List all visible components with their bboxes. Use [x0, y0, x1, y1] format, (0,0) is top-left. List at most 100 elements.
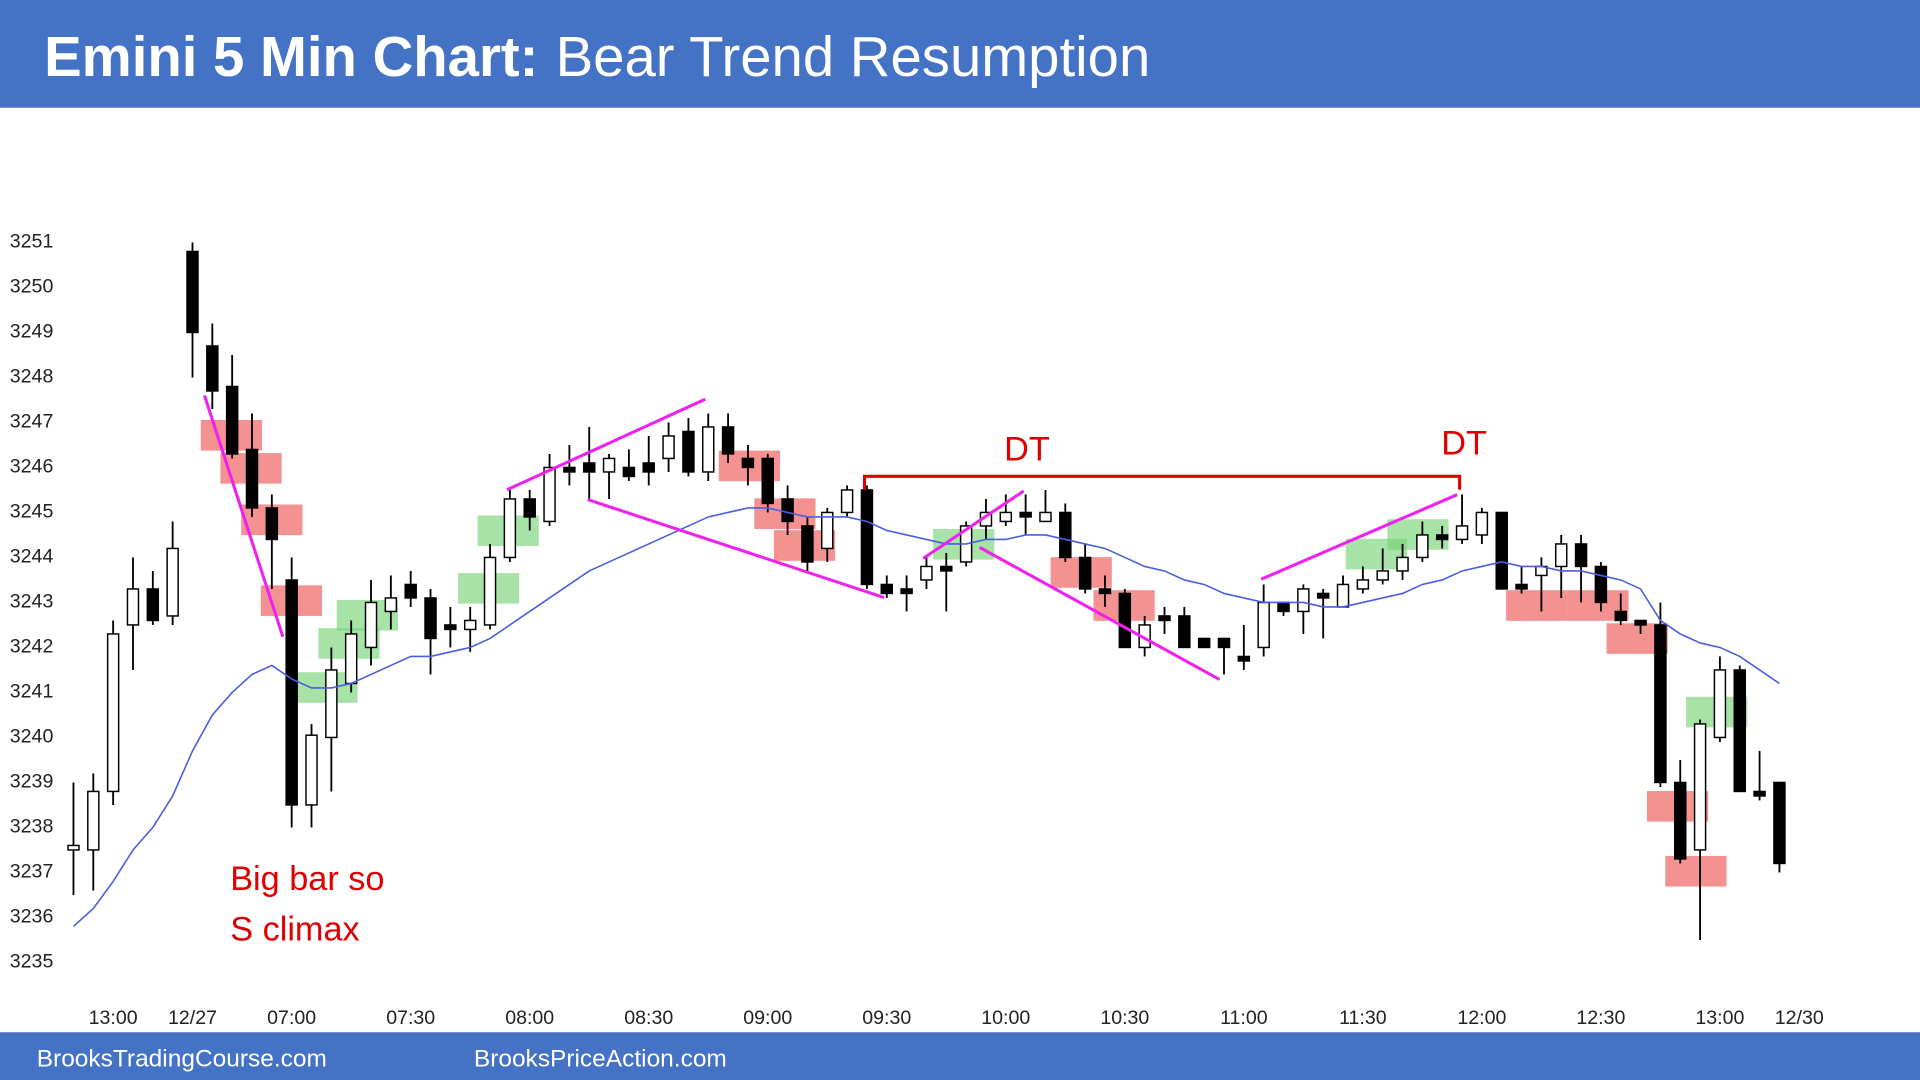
x-tick-label: 13:00 — [1695, 1007, 1744, 1029]
y-tick-label: 3250 — [10, 276, 54, 298]
candle-body — [721, 426, 735, 455]
trend-lines — [203, 395, 1458, 681]
candle-body — [999, 511, 1013, 523]
y-tick-label: 3245 — [10, 501, 54, 523]
y-tick-label: 3244 — [10, 546, 54, 568]
x-tick-label: 12/30 — [1775, 1007, 1824, 1029]
x-tick-label: 10:30 — [1100, 1007, 1149, 1029]
candle-body — [682, 430, 695, 473]
candle-body — [146, 588, 160, 622]
candle-body — [364, 601, 378, 649]
trend-line — [587, 498, 885, 600]
candle-body — [761, 457, 774, 505]
annotation: DT — [1004, 430, 1050, 468]
annotation: S climax — [230, 910, 359, 948]
x-tick-label: 10:00 — [981, 1007, 1030, 1029]
candle-body — [483, 556, 497, 626]
annotation: Big bar so — [230, 860, 384, 898]
y-tick-label: 3241 — [10, 681, 54, 703]
y-tick-label: 3236 — [10, 906, 54, 928]
moving-average — [72, 507, 1780, 928]
x-tick-label: 08:00 — [505, 1007, 554, 1029]
candle-body — [1554, 543, 1568, 568]
candle-body — [463, 619, 477, 631]
candle-body — [1455, 525, 1469, 541]
candle-body — [344, 633, 358, 685]
footer-bar — [0, 1032, 1920, 1080]
candle-body — [1297, 588, 1310, 613]
candle-body — [67, 844, 80, 851]
candle-body — [741, 457, 755, 469]
candle-body — [1594, 565, 1608, 604]
candle-body — [1197, 637, 1211, 649]
candle-body — [285, 579, 298, 806]
candle-body — [821, 511, 834, 550]
y-tick-label: 3240 — [10, 726, 54, 748]
y-tick-label: 3246 — [10, 456, 54, 478]
y-tick-label: 3248 — [10, 366, 54, 388]
candle-body — [1098, 588, 1112, 595]
candle-body — [900, 588, 913, 595]
y-tick-label: 3239 — [10, 771, 54, 793]
y-tick-label: 3243 — [10, 591, 54, 613]
candle-body — [1475, 511, 1489, 536]
candle-body — [1713, 669, 1727, 739]
candle-body — [840, 489, 854, 514]
y-tick-label: 3251 — [10, 231, 54, 253]
candle-body — [1336, 583, 1350, 608]
candle-body — [106, 633, 120, 793]
candle-body — [225, 385, 239, 455]
y-tick-label: 3242 — [10, 636, 54, 658]
candle-body — [1515, 583, 1528, 590]
y-tick-label: 3249 — [10, 321, 54, 343]
x-tick-label: 12/27 — [168, 1007, 217, 1029]
double-top-line — [862, 474, 1462, 490]
candle-body — [781, 498, 794, 523]
x-tick-label: 08:30 — [624, 1007, 673, 1029]
candle-body — [880, 583, 894, 595]
candle-body — [920, 565, 933, 581]
x-tick-label: 09:30 — [862, 1007, 911, 1029]
candle-body — [1059, 511, 1072, 559]
trend-line — [922, 489, 1025, 560]
candle-body — [265, 507, 279, 541]
candle-body — [1118, 592, 1132, 649]
trend-line — [1260, 493, 1458, 581]
candle-body — [1416, 534, 1429, 559]
marks — [67, 242, 1786, 940]
candle-body — [424, 597, 437, 640]
y-tick-label: 3235 — [10, 951, 54, 973]
candle-body — [1396, 556, 1409, 572]
candle-body — [523, 498, 536, 518]
candle-body — [1733, 669, 1747, 793]
candle-body — [1277, 601, 1290, 613]
candle-body — [206, 345, 219, 392]
x-tick-label: 12:00 — [1457, 1007, 1506, 1029]
red-box — [1665, 855, 1727, 887]
candle-body — [1753, 790, 1766, 797]
highlights — [200, 420, 1748, 887]
candle-body — [126, 588, 140, 626]
candle-body — [1773, 781, 1786, 865]
x-tick-label: 09:00 — [743, 1007, 792, 1029]
candle-body — [1634, 619, 1647, 626]
candle-body — [245, 448, 259, 509]
candle-body — [404, 583, 417, 599]
candle-body — [563, 466, 576, 473]
candle-body — [1574, 543, 1588, 568]
header-bar — [0, 0, 1920, 108]
candle-body — [1693, 723, 1707, 851]
candle-body — [940, 565, 953, 572]
candle-body — [87, 790, 100, 851]
trend-line — [978, 546, 1221, 681]
candle-body — [503, 498, 517, 559]
candle-body — [1673, 781, 1687, 860]
candle-body — [1217, 637, 1231, 649]
y-tick-label: 3237 — [10, 861, 54, 883]
candle-body — [1078, 556, 1092, 590]
subtitle: Bear Trend Resumption — [556, 25, 1151, 88]
candle-body — [1435, 534, 1449, 541]
candle-body — [1178, 615, 1191, 649]
